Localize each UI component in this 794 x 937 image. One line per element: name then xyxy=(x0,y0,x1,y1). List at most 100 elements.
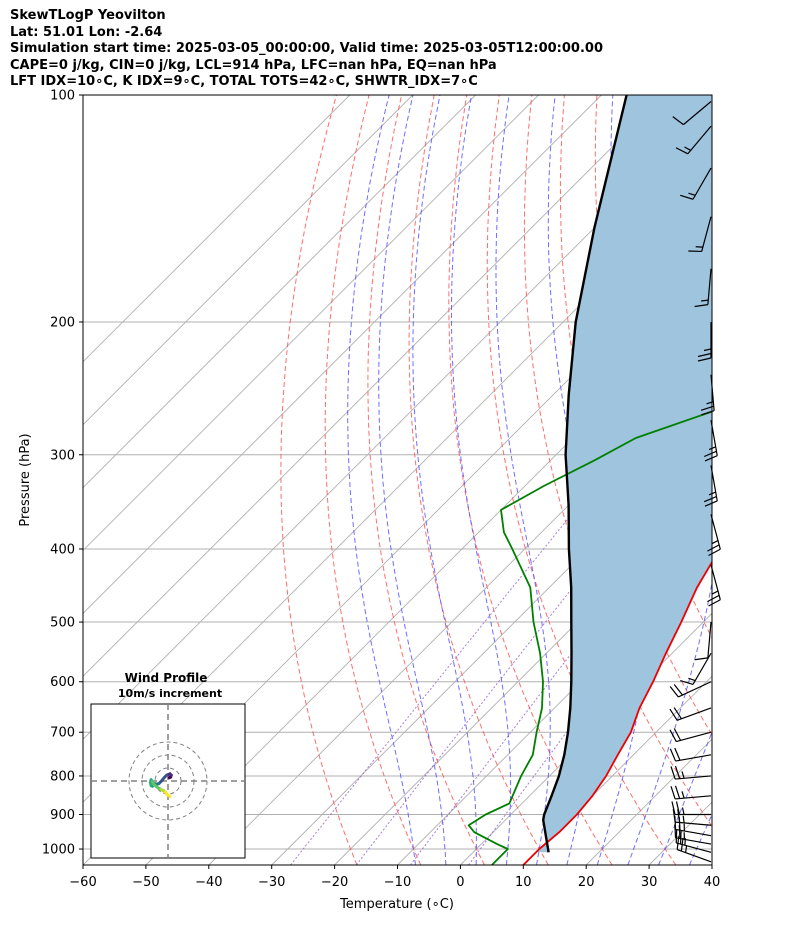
wind-barb xyxy=(675,829,712,853)
x-tick-label-10: 10 xyxy=(515,875,532,890)
y-tick-label-700: 700 xyxy=(50,726,75,741)
isotherm-40 xyxy=(711,864,712,865)
x-tick-label--50: −50 xyxy=(132,875,159,890)
wind-barb-shaft xyxy=(675,795,712,800)
wind-barb-shaft xyxy=(710,420,718,456)
wind-barb-flag xyxy=(694,304,708,308)
moist-adiabat--10 xyxy=(347,95,416,865)
chart-location: Lat: 51.01 Lon: -2.64 xyxy=(10,24,163,40)
wind-barb-flag xyxy=(703,450,717,458)
wind-barb xyxy=(688,216,712,253)
wind-barb-flag xyxy=(707,544,720,552)
wind-barb-halfflag xyxy=(682,815,685,823)
dry-adiabat-30 xyxy=(486,95,677,865)
wind-barb-halfflag xyxy=(685,845,688,853)
y-tick-label-600: 600 xyxy=(50,675,75,690)
mixing-ratio-0.4 xyxy=(290,341,712,865)
chart-time-info: Simulation start time: 2025-03-05_00:00:… xyxy=(10,41,603,57)
y-tick-label-1000: 1000 xyxy=(42,843,75,858)
wind-barb-shaft xyxy=(683,101,712,126)
wind-barb-halfflag xyxy=(688,192,696,196)
moist-adiabat-15 xyxy=(547,95,598,865)
wind-barb xyxy=(674,816,712,837)
chart-title-block: SkewTLogP Yeovilton Lat: 51.01 Lon: -2.6… xyxy=(10,8,603,91)
wind-barb-shaft xyxy=(676,842,712,853)
dry-adiabat-10 xyxy=(408,95,549,865)
y-tick-label-300: 300 xyxy=(50,448,75,463)
wind-barb xyxy=(669,707,712,721)
wind-barb-halfflag xyxy=(681,791,685,799)
wind-barb-flag xyxy=(677,809,681,823)
wind-barb-shaft xyxy=(676,731,712,743)
x-tick-label--60: −60 xyxy=(69,875,96,890)
wind-barb-shaft xyxy=(701,216,712,252)
chart-title: SkewTLogP Yeovilton xyxy=(10,8,166,23)
wind-barb-halfflag xyxy=(708,446,716,451)
wind-barb-flag xyxy=(694,657,708,661)
wind-barb xyxy=(669,747,712,762)
temperature-line xyxy=(522,560,712,865)
wind-barb-flag xyxy=(708,599,721,607)
wind-barb xyxy=(669,728,712,743)
wind-barb xyxy=(700,374,715,416)
wind-barb-flag xyxy=(670,766,676,780)
wind-barb xyxy=(680,167,712,200)
x-tick-label--30: −30 xyxy=(258,875,285,890)
dry-adiabat--20 xyxy=(280,95,358,865)
wind-barb-shaft xyxy=(676,848,712,863)
wind-barb-halfflag xyxy=(681,807,685,815)
isotherm--50 xyxy=(145,298,712,865)
wind-barb-flag xyxy=(700,405,714,411)
wind-barb-flag xyxy=(674,765,681,779)
wind-barb xyxy=(703,420,718,462)
wind-barb-flag xyxy=(674,747,681,761)
wind-barb-shaft xyxy=(710,514,721,550)
wind-barb-shaft xyxy=(675,821,712,826)
x-tick-label-0: 0 xyxy=(456,875,464,890)
wind-barb-flag xyxy=(673,707,682,720)
chart-cape-info: CAPE=0 j/kg, CIN=0 j/kg, LCL=914 hPa, LF… xyxy=(10,57,497,73)
wind-barb-halfflag xyxy=(706,401,714,405)
wind-barb-flag xyxy=(673,728,682,741)
isotherm--20 xyxy=(334,486,712,865)
y-tick-label-800: 800 xyxy=(50,769,75,784)
dry-adiabat-100 xyxy=(727,95,794,865)
wind-barb-flag xyxy=(675,147,689,155)
dry-adiabat-40 xyxy=(523,95,712,828)
wind-barb-shaft xyxy=(692,652,712,685)
dry-adiabat-0 xyxy=(367,95,485,865)
wind-barb xyxy=(675,125,712,155)
wind-barb-shaft xyxy=(707,268,712,305)
hodograph-inset: Wind Profile 10m/s increment xyxy=(90,671,246,859)
wind-barb xyxy=(707,564,721,607)
hodograph-subtitle: 10m/s increment xyxy=(118,687,222,700)
dry-adiabat-110 xyxy=(760,95,794,865)
wind-barb-shaft xyxy=(710,564,721,600)
wind-barb-shaft xyxy=(675,837,712,845)
moist-adiabat-10 xyxy=(495,95,551,865)
y-axis-label: Pressure (hPa) xyxy=(18,433,33,526)
wind-barb-flag xyxy=(671,801,676,815)
moist-adiabat-0 xyxy=(412,95,477,865)
wind-barb-flag xyxy=(669,708,678,721)
dry-adiabat--10 xyxy=(324,95,422,865)
wind-barb-shaft xyxy=(675,828,712,837)
wind-barb-shaft xyxy=(710,465,718,502)
wind-barb xyxy=(671,801,711,816)
wind-barb-flag xyxy=(704,500,718,507)
wind-barb-halfflag xyxy=(711,590,719,595)
wind-barb-flag xyxy=(672,808,676,823)
wind-barb-shaft xyxy=(710,374,715,411)
y-tick-label-400: 400 xyxy=(50,542,75,557)
wind-barb-shaft xyxy=(676,707,712,721)
x-tick-label--20: −20 xyxy=(321,875,348,890)
parcel-line xyxy=(542,95,628,853)
isotherm--120 xyxy=(83,95,476,489)
wind-barb-shaft xyxy=(675,775,712,780)
x-tick-label-40: 40 xyxy=(704,875,721,890)
wind-barb-halfflag xyxy=(681,771,685,779)
wind-barb xyxy=(697,321,712,362)
y-tick-label-200: 200 xyxy=(50,315,75,330)
hodograph-title: Wind Profile xyxy=(125,671,208,685)
